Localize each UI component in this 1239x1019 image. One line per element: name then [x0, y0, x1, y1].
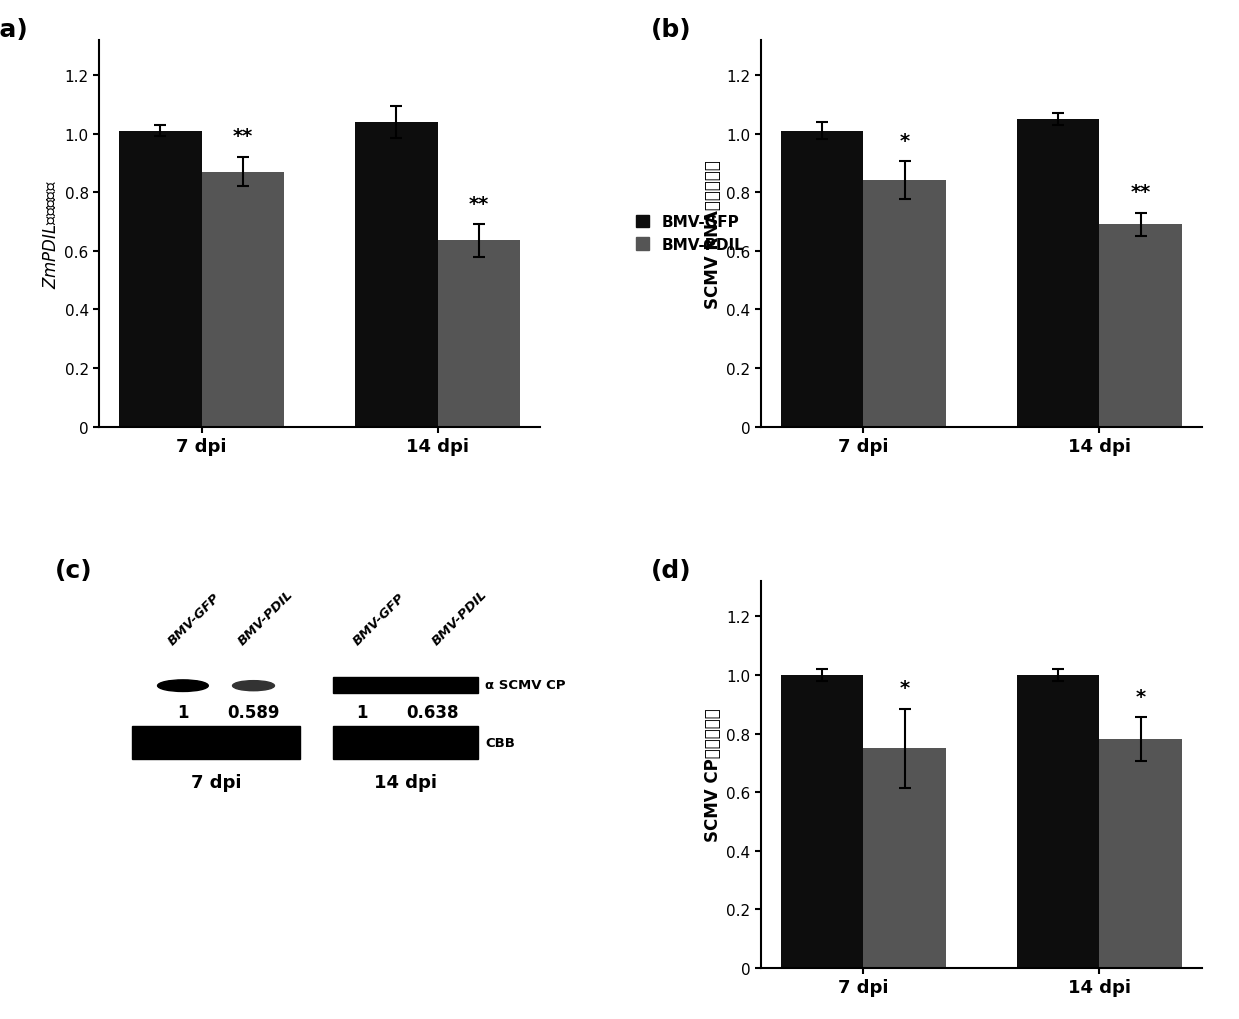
Bar — [1099, 225, 1182, 427]
Text: *: * — [900, 679, 909, 697]
Bar — [1099, 740, 1182, 968]
Y-axis label: $\it{ZmPDIL}$相对积累量: $\it{ZmPDIL}$相对积累量 — [42, 179, 61, 288]
Text: **: ** — [468, 195, 489, 213]
Text: CBB: CBB — [484, 737, 515, 749]
Ellipse shape — [157, 681, 208, 692]
Bar — [781, 131, 864, 427]
Text: (c): (c) — [55, 558, 93, 583]
Text: BMV-GFP: BMV-GFP — [351, 590, 408, 647]
Bar — [119, 131, 202, 427]
Bar — [437, 242, 520, 427]
Text: BMV-PDIL: BMV-PDIL — [430, 587, 491, 647]
Bar — [333, 678, 478, 694]
Bar — [864, 749, 945, 968]
Text: **: ** — [233, 127, 253, 146]
Legend: BMV-GFP, BMV-PDIL: BMV-GFP, BMV-PDIL — [636, 215, 745, 253]
Bar — [1017, 120, 1099, 427]
Text: 7 dpi: 7 dpi — [191, 773, 242, 791]
Bar — [356, 122, 437, 427]
Text: 14 dpi: 14 dpi — [374, 773, 437, 791]
Bar — [333, 727, 478, 759]
Text: (a): (a) — [0, 17, 28, 42]
Text: 1: 1 — [356, 703, 367, 721]
Text: BMV-GFP: BMV-GFP — [165, 590, 222, 647]
Text: 1: 1 — [177, 703, 188, 721]
Text: *: * — [900, 131, 909, 151]
Text: *: * — [1135, 687, 1146, 706]
Bar — [133, 727, 300, 759]
Text: (d): (d) — [650, 558, 691, 583]
Bar — [781, 676, 864, 968]
Text: (b): (b) — [650, 17, 691, 42]
Text: 0.638: 0.638 — [406, 703, 458, 721]
Bar — [864, 181, 945, 427]
Bar — [1017, 676, 1099, 968]
Text: BMV-PDIL: BMV-PDIL — [235, 587, 296, 647]
Bar — [202, 172, 284, 427]
Text: 0.589: 0.589 — [227, 703, 280, 721]
Y-axis label: SCMV CP相对积累量: SCMV CP相对积累量 — [704, 708, 722, 842]
Text: α SCMV CP: α SCMV CP — [484, 679, 565, 692]
Ellipse shape — [233, 681, 275, 691]
Y-axis label: SCMV RNA相对积累量: SCMV RNA相对积累量 — [704, 160, 722, 309]
Text: **: ** — [1130, 182, 1151, 202]
